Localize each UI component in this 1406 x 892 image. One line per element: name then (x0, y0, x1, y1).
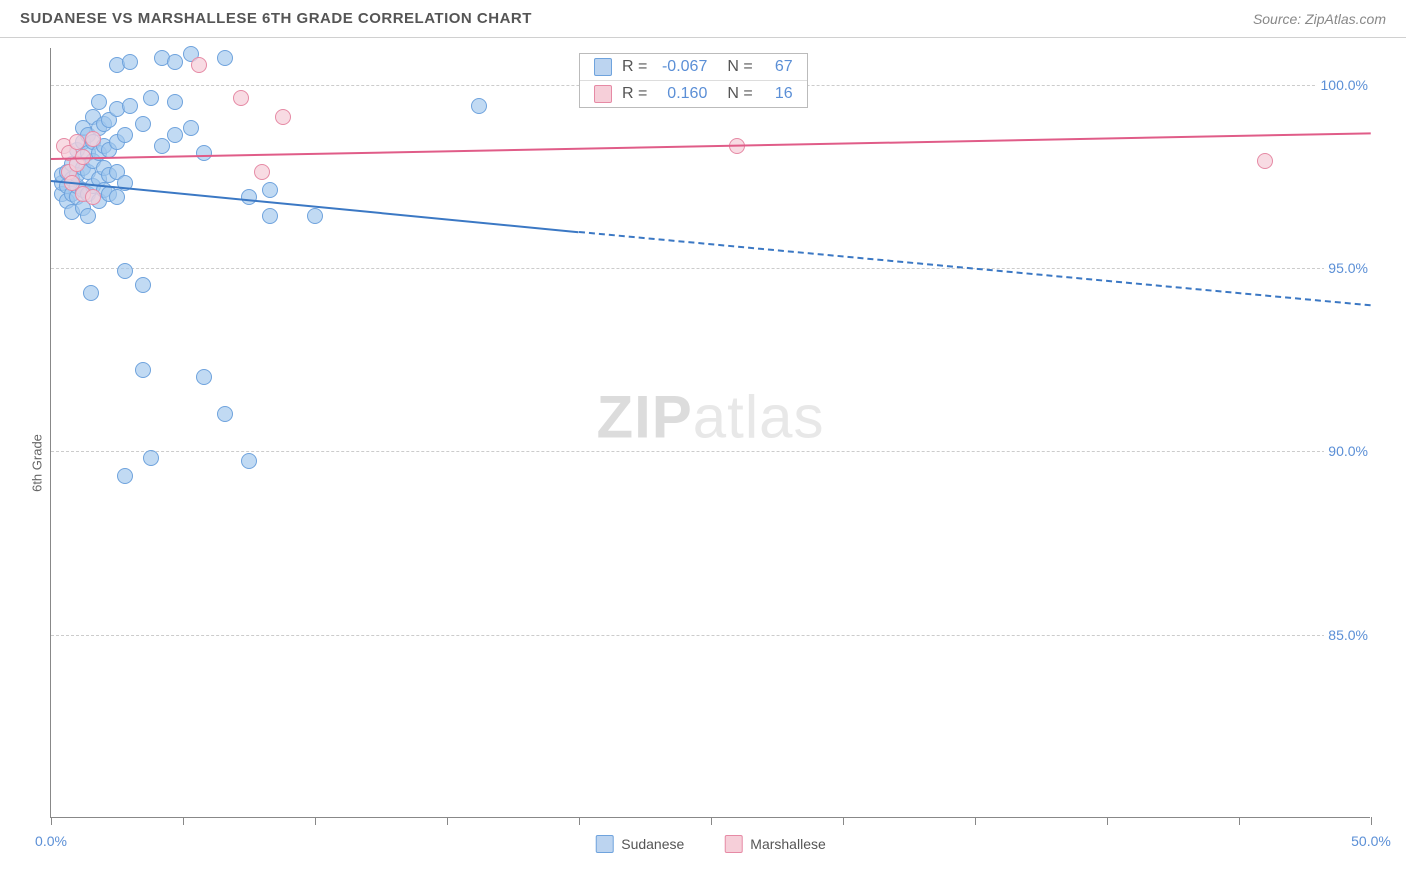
x-tick (183, 817, 184, 825)
series-legend-item: Marshallese (724, 835, 825, 853)
r-value: 0.160 (657, 85, 707, 103)
scatter-point (109, 189, 125, 205)
scatter-point (117, 127, 133, 143)
scatter-point (217, 406, 233, 422)
scatter-point (85, 131, 101, 147)
scatter-point (135, 116, 151, 132)
stats-legend-row: R = -0.067 N = 67 (580, 54, 807, 80)
scatter-point (167, 54, 183, 70)
scatter-point (143, 90, 159, 106)
trend-line (51, 180, 579, 233)
x-tick (711, 817, 712, 825)
scatter-point (167, 94, 183, 110)
x-tick (579, 817, 580, 825)
x-tick (315, 817, 316, 825)
scatter-point (117, 263, 133, 279)
scatter-point (183, 120, 199, 136)
scatter-point (135, 277, 151, 293)
scatter-point (191, 57, 207, 73)
trend-line (51, 132, 1371, 160)
y-axis-label: 6th Grade (29, 434, 44, 492)
legend-swatch (724, 835, 742, 853)
scatter-point (167, 127, 183, 143)
y-tick-label: 85.0% (1324, 627, 1372, 643)
scatter-point (254, 164, 270, 180)
gridline (51, 635, 1370, 636)
scatter-point (217, 50, 233, 66)
plot-area: ZIPatlas 85.0%90.0%95.0%100.0%0.0%50.0%R… (50, 48, 1370, 818)
x-tick (51, 817, 52, 825)
scatter-point (275, 109, 291, 125)
scatter-point (241, 453, 257, 469)
scatter-point (135, 362, 151, 378)
watermark: ZIPatlas (596, 383, 824, 452)
source-label: Source: ZipAtlas.com (1253, 11, 1386, 27)
y-tick-label: 90.0% (1324, 443, 1372, 459)
x-tick (843, 817, 844, 825)
scatter-point (154, 138, 170, 154)
x-tick (1239, 817, 1240, 825)
scatter-point (233, 90, 249, 106)
scatter-point (85, 189, 101, 205)
y-tick-label: 100.0% (1317, 77, 1372, 93)
scatter-point (91, 94, 107, 110)
scatter-point (307, 208, 323, 224)
series-legend-item: Sudanese (595, 835, 684, 853)
x-tick (447, 817, 448, 825)
scatter-point (83, 285, 99, 301)
scatter-point (196, 369, 212, 385)
x-tick (1371, 817, 1372, 825)
scatter-point (262, 208, 278, 224)
chart-container: 6th Grade ZIPatlas 85.0% 90.0% 95.0% 100.0%… (0, 38, 1406, 888)
scatter-point (69, 134, 85, 150)
chart-title: SUDANESE VS MARSHALLESE 6TH GRADE CORREL… (20, 10, 532, 27)
watermark-zip: ZIP (596, 384, 692, 451)
scatter-point (122, 98, 138, 114)
n-value: 67 (763, 58, 793, 76)
header: SUDANESE VS MARSHALLESE 6TH GRADE CORREL… (0, 0, 1406, 38)
scatter-point (1257, 153, 1273, 169)
scatter-point (196, 145, 212, 161)
n-label: N = (727, 58, 752, 76)
n-value: 16 (763, 85, 793, 103)
gridline (51, 451, 1370, 452)
scatter-point (262, 182, 278, 198)
x-tick (1107, 817, 1108, 825)
gridline (51, 268, 1370, 269)
scatter-point (117, 468, 133, 484)
scatter-point (471, 98, 487, 114)
legend-swatch (594, 58, 612, 76)
x-tick-label: 50.0% (1351, 833, 1391, 849)
x-tick-label: 0.0% (35, 833, 67, 849)
legend-swatch (595, 835, 613, 853)
legend-label: Marshallese (750, 836, 825, 852)
r-label: R = (622, 58, 647, 76)
legend-swatch (594, 85, 612, 103)
scatter-point (80, 208, 96, 224)
stats-legend-row: R = 0.160 N = 16 (580, 80, 807, 107)
x-tick (975, 817, 976, 825)
legend-label: Sudanese (621, 836, 684, 852)
scatter-point (122, 54, 138, 70)
watermark-atlas: atlas (693, 384, 825, 451)
n-label: N = (727, 85, 752, 103)
r-label: R = (622, 85, 647, 103)
scatter-point (241, 189, 257, 205)
series-legend: Sudanese Marshallese (595, 835, 826, 853)
y-tick-label: 95.0% (1324, 260, 1372, 276)
r-value: -0.067 (657, 58, 707, 76)
scatter-point (143, 450, 159, 466)
stats-legend: R = -0.067 N = 67 R = 0.160 N = 16 (579, 53, 808, 108)
